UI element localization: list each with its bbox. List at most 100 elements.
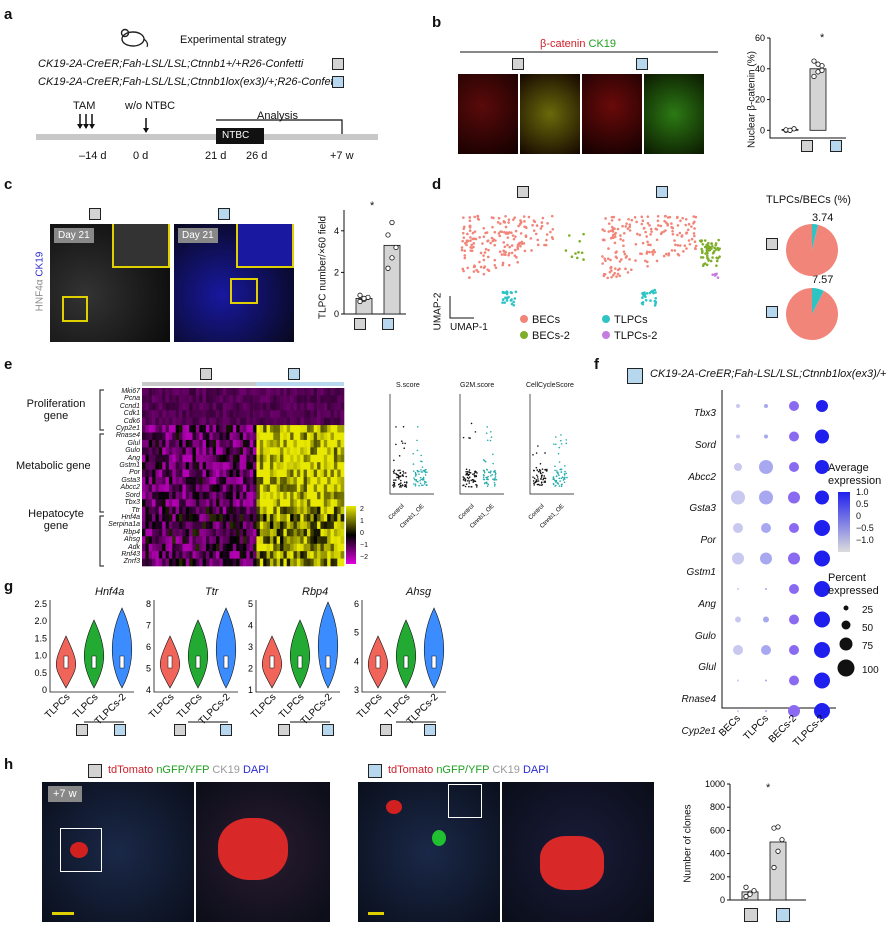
e-control-box bbox=[200, 368, 212, 380]
heatmap-cell bbox=[320, 491, 325, 500]
heatmap-cell bbox=[179, 410, 183, 418]
umap-point bbox=[711, 251, 715, 255]
umap-point bbox=[634, 242, 638, 246]
umap-point bbox=[705, 254, 709, 258]
score-point bbox=[537, 470, 540, 473]
umap-point bbox=[464, 241, 467, 245]
heatmap-cell bbox=[212, 536, 217, 545]
heatmap-cell bbox=[199, 514, 203, 522]
heatmap-cell bbox=[263, 514, 267, 522]
score-point bbox=[468, 471, 471, 474]
heatmap-cell bbox=[182, 447, 187, 456]
heatmap-cell bbox=[165, 425, 170, 433]
score-point bbox=[539, 471, 542, 474]
heatmap-cell bbox=[232, 447, 237, 456]
umap-point bbox=[643, 291, 646, 295]
umap-point bbox=[717, 248, 720, 252]
heatmap-cell bbox=[145, 551, 150, 559]
heatmap-cell bbox=[313, 447, 318, 456]
heatmap-cell bbox=[162, 514, 166, 522]
heatmap-cell bbox=[317, 402, 321, 411]
tam-label: TAM bbox=[73, 100, 96, 112]
score-point bbox=[421, 471, 424, 473]
heatmap-cell bbox=[313, 484, 318, 493]
heatmap-cell bbox=[158, 477, 163, 485]
heatmap-cell bbox=[310, 514, 314, 522]
umap-point bbox=[534, 232, 538, 236]
heatmap-cell bbox=[172, 506, 176, 515]
heatmap-cell bbox=[209, 484, 213, 493]
score-point bbox=[413, 483, 415, 485]
score-point bbox=[413, 477, 415, 479]
umap-point bbox=[685, 232, 688, 235]
heatmap-cell bbox=[243, 491, 247, 500]
umap-point bbox=[614, 251, 618, 254]
umap-point bbox=[519, 219, 522, 222]
heatmap-cell bbox=[320, 454, 325, 463]
umap-point bbox=[462, 227, 466, 231]
score-point bbox=[559, 439, 562, 442]
heatmap-cell bbox=[162, 499, 166, 507]
violin-tick: 5 bbox=[146, 664, 151, 674]
score-point bbox=[484, 460, 487, 463]
score-point bbox=[393, 483, 395, 486]
heatmap-cell bbox=[300, 506, 304, 515]
heatmap-cell bbox=[286, 499, 291, 507]
heatmap-cell bbox=[145, 402, 150, 411]
umap-point bbox=[649, 233, 652, 236]
dot bbox=[815, 429, 829, 444]
violin bbox=[317, 601, 339, 689]
heatmap-cell bbox=[222, 558, 227, 567]
heatmap-cell bbox=[182, 499, 187, 507]
score-point bbox=[398, 486, 401, 488]
umap-point bbox=[718, 255, 721, 259]
score-point bbox=[412, 463, 415, 465]
f-avg-colorbar bbox=[838, 492, 850, 552]
g-oe-box-1 bbox=[114, 724, 126, 736]
e-gene-label: Znrf3 bbox=[123, 558, 140, 566]
umap-point bbox=[530, 249, 533, 252]
heatmap-cell bbox=[266, 462, 271, 470]
heatmap-cell bbox=[323, 543, 328, 552]
heatmap-cell bbox=[290, 462, 294, 470]
d-pie-value-control: 3.74 bbox=[812, 212, 834, 224]
heatmap-cell bbox=[222, 514, 227, 522]
heatmap-cell bbox=[229, 484, 234, 493]
f-gene-label: Abcc2 bbox=[688, 471, 716, 483]
heatmap-cell bbox=[317, 469, 321, 478]
heatmap-cell bbox=[142, 528, 146, 537]
violin-box bbox=[91, 655, 97, 669]
violin bbox=[83, 619, 105, 689]
heatmap-cell bbox=[229, 425, 234, 433]
umap-point bbox=[678, 231, 682, 235]
heatmap-cell bbox=[222, 447, 227, 456]
heatmap-cell bbox=[175, 388, 180, 396]
score-point bbox=[424, 471, 427, 474]
score-xlabel: Control bbox=[388, 503, 406, 521]
heatmap-cell bbox=[290, 388, 294, 396]
heatmap-cell bbox=[145, 558, 150, 567]
d-legend-right: TLPCs TLPCs-2 bbox=[602, 314, 657, 342]
heatmap-cell bbox=[283, 410, 288, 418]
heatmap-cell bbox=[226, 521, 230, 530]
heatmap-cell bbox=[209, 395, 213, 404]
umap-point bbox=[468, 219, 472, 223]
heatmap-cell bbox=[306, 395, 311, 404]
score-point bbox=[482, 476, 485, 479]
dot bbox=[735, 616, 741, 623]
heatmap-cell bbox=[283, 388, 288, 396]
heatmap-cell bbox=[327, 395, 331, 404]
heatmap-cell bbox=[222, 439, 227, 448]
e-gene-label: Adk bbox=[127, 543, 140, 551]
heatmap-cell bbox=[155, 432, 160, 441]
heatmap-cell bbox=[175, 395, 180, 404]
heatmap-cell bbox=[185, 543, 190, 552]
heatmap-cell bbox=[323, 491, 328, 500]
heatmap-cell bbox=[229, 439, 234, 448]
heatmap-cell bbox=[219, 432, 224, 441]
heatmap-cell bbox=[205, 417, 210, 426]
umap-point bbox=[663, 214, 667, 218]
heatmap-cell bbox=[182, 536, 187, 545]
heatmap-cell bbox=[145, 499, 150, 507]
heatmap-cell bbox=[249, 521, 254, 530]
